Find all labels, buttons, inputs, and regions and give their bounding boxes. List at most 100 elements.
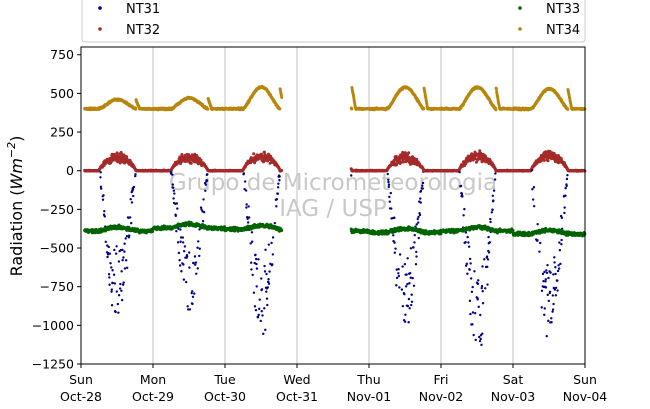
point-nt31 xyxy=(486,265,489,269)
point-nt31 xyxy=(113,282,117,285)
point-nt31 xyxy=(186,308,190,311)
point-nt31 xyxy=(469,312,472,316)
point-nt31 xyxy=(173,192,176,195)
point-nt31 xyxy=(179,228,182,231)
point-nt31 xyxy=(175,229,178,233)
point-nt31 xyxy=(108,252,112,255)
point-nt31 xyxy=(181,241,185,244)
point-nt32 xyxy=(263,150,267,154)
point-nt31 xyxy=(115,245,118,248)
point-nt31 xyxy=(415,255,418,258)
point-nt31 xyxy=(395,284,398,287)
point-nt34 xyxy=(280,95,284,99)
point-nt31 xyxy=(201,219,205,223)
point-nt31 xyxy=(255,262,258,266)
point-nt31 xyxy=(459,184,463,188)
point-nt31 xyxy=(250,268,253,271)
point-nt31 xyxy=(110,266,113,269)
point-nt31 xyxy=(492,189,496,192)
point-nt31 xyxy=(261,314,264,317)
point-nt31 xyxy=(418,213,422,217)
point-nt31 xyxy=(483,258,486,261)
point-nt31 xyxy=(194,261,198,264)
point-nt31 xyxy=(413,241,416,244)
point-nt31 xyxy=(200,208,203,211)
point-nt31 xyxy=(421,181,425,185)
point-nt31 xyxy=(481,332,484,335)
point-nt31 xyxy=(390,207,393,210)
point-nt31 xyxy=(471,323,474,326)
point-nt31 xyxy=(170,170,173,174)
point-nt31 xyxy=(186,305,189,308)
point-nt31 xyxy=(476,282,480,286)
point-nt31 xyxy=(259,319,262,323)
point-nt31 xyxy=(122,281,125,284)
point-nt31 xyxy=(254,253,257,256)
point-nt31 xyxy=(183,245,187,248)
point-nt31 xyxy=(120,289,123,292)
point-nt31 xyxy=(99,171,102,174)
point-nt31 xyxy=(411,276,414,280)
point-nt31 xyxy=(393,216,396,219)
point-nt31 xyxy=(466,272,469,275)
point-nt31 xyxy=(386,172,389,176)
point-nt31 xyxy=(106,255,109,259)
point-nt31 xyxy=(111,269,114,272)
point-nt31 xyxy=(178,258,181,262)
point-nt31 xyxy=(174,214,178,218)
point-nt31 xyxy=(478,339,482,343)
point-nt31 xyxy=(485,255,489,258)
point-nt34 xyxy=(206,107,210,111)
point-nt31 xyxy=(531,188,534,191)
point-nt31 xyxy=(393,251,397,254)
point-nt31 xyxy=(409,276,412,279)
point-nt31 xyxy=(471,285,474,289)
point-nt31 xyxy=(480,284,484,288)
point-nt31 xyxy=(202,198,205,201)
point-nt31 xyxy=(115,290,119,293)
point-nt31 xyxy=(247,205,250,208)
point-nt31 xyxy=(243,180,247,183)
point-nt31 xyxy=(179,236,183,239)
point-nt31 xyxy=(250,240,254,243)
point-nt31 xyxy=(265,290,268,293)
point-nt31 xyxy=(198,247,201,250)
point-nt31 xyxy=(191,295,195,299)
point-nt31 xyxy=(260,310,263,313)
point-nt31 xyxy=(107,245,110,249)
point-nt31 xyxy=(124,237,127,240)
point-nt31 xyxy=(112,273,116,276)
point-nt31 xyxy=(477,279,480,282)
point-nt31 xyxy=(188,308,192,311)
point-nt31 xyxy=(481,265,484,268)
point-nt31 xyxy=(392,234,395,237)
point-nt31 xyxy=(271,253,275,256)
point-nt31 xyxy=(244,189,248,192)
point-nt31 xyxy=(395,276,399,280)
point-nt31 xyxy=(473,270,476,273)
point-nt33 xyxy=(511,228,515,232)
point-nt31 xyxy=(128,234,131,237)
point-nt32 xyxy=(115,151,119,155)
point-nt31 xyxy=(412,284,416,287)
point-nt31 xyxy=(268,270,271,273)
point-nt31 xyxy=(260,277,263,280)
point-nt31 xyxy=(263,270,267,273)
point-nt31 xyxy=(110,288,114,291)
point-nt31 xyxy=(388,200,391,203)
point-nt31 xyxy=(130,201,134,204)
point-nt31 xyxy=(121,259,124,262)
point-nt31 xyxy=(477,305,480,309)
point-nt31 xyxy=(466,235,469,239)
point-nt31 xyxy=(266,286,269,289)
point-nt31 xyxy=(398,286,401,289)
point-nt31 xyxy=(204,183,208,186)
point-nt31 xyxy=(254,308,258,312)
point-nt31 xyxy=(278,179,281,182)
point-nt32 xyxy=(401,150,405,154)
point-nt31 xyxy=(116,302,120,306)
point-nt31 xyxy=(182,249,186,253)
point-nt31 xyxy=(193,255,197,258)
point-nt31 xyxy=(179,240,182,243)
point-nt31 xyxy=(458,170,461,174)
